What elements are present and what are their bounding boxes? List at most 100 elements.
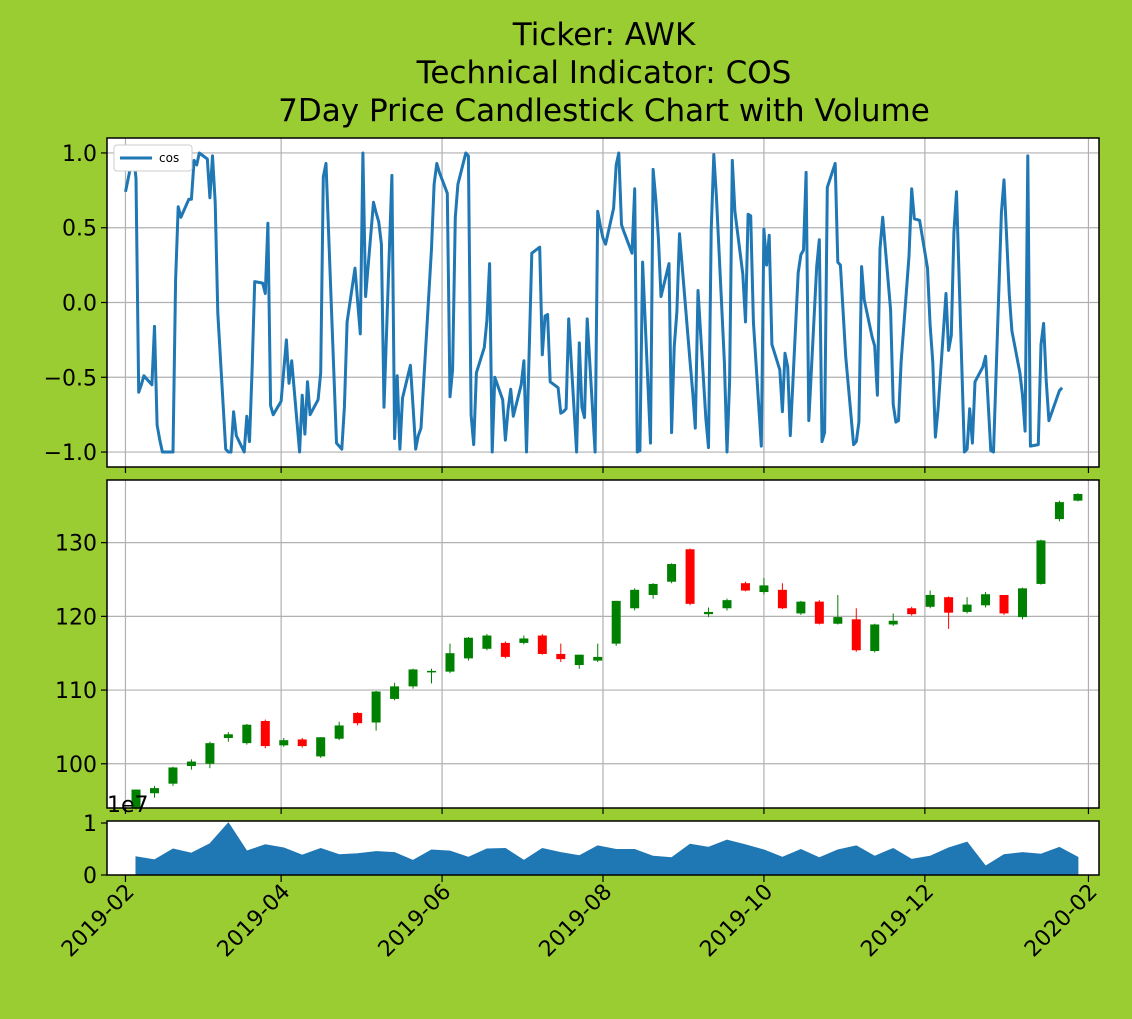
indicator-x-tick-marks (124, 467, 1090, 473)
candle-body-11 (334, 725, 344, 739)
candle-21 (519, 635, 529, 645)
candle-body-16 (427, 670, 437, 673)
candle-36 (796, 600, 806, 615)
indicator-series (124, 151, 1064, 454)
candle-body-24 (574, 654, 584, 666)
candle-11 (334, 721, 344, 741)
candlestick-grid (107, 480, 1099, 808)
candle-body-18 (463, 637, 473, 659)
candle-20 (500, 641, 510, 659)
candle-body-26 (611, 600, 621, 644)
candle-14 (390, 682, 400, 701)
candlestick-y-tick-label-3: 130 (55, 532, 97, 557)
indicator-line (124, 151, 1064, 454)
candle-body-39 (851, 619, 861, 651)
candle-body-36 (796, 601, 806, 614)
candle-34 (759, 578, 769, 595)
candle-body-42 (907, 608, 917, 615)
candles (131, 493, 1083, 810)
candle-body-44 (944, 597, 954, 613)
candle-body-27 (630, 589, 640, 609)
candle-48 (1017, 587, 1027, 620)
title-line-description: 7Day Price Candlestick Chart with Volume (278, 93, 930, 129)
candle-body-41 (888, 620, 898, 625)
candle-body-0 (131, 789, 141, 808)
candle-15 (408, 668, 418, 689)
candle-body-32 (722, 600, 732, 609)
candle-24 (574, 654, 584, 669)
candle-body-13 (371, 691, 381, 723)
candle-23 (556, 643, 566, 663)
indicator-panel: 1.0 0.5 0.0 −0.5 −1.0 cos (44, 137, 1100, 473)
candle-17 (445, 643, 455, 674)
candlestick-frame (106, 479, 1100, 809)
candle-12 (353, 712, 363, 726)
candle-body-47 (999, 594, 1009, 614)
candle-0 (131, 789, 141, 810)
candle-body-30 (685, 549, 695, 604)
candlestick-y-tick-label-0: 100 (55, 753, 97, 778)
volume-offset-label: 1e7 (107, 793, 149, 818)
indicator-grid (107, 138, 1099, 467)
candle-10 (316, 737, 326, 758)
candle-body-49 (1036, 540, 1046, 584)
candle-18 (463, 636, 473, 661)
indicator-y-tick-label-0: 1.0 (62, 142, 97, 167)
candle-45 (962, 597, 972, 614)
candle-50 (1054, 500, 1064, 522)
indicator-y-tick-label-2: 0.0 (62, 292, 97, 317)
candle-body-10 (316, 737, 326, 757)
candlestick-y-ticks: 100 110 120 130 (55, 532, 107, 778)
candle-body-8 (279, 740, 289, 746)
candle-body-37 (814, 601, 824, 624)
candle-33 (740, 581, 750, 592)
legend-box (113, 144, 193, 172)
candle-25 (593, 643, 603, 663)
candlestick-y-tick-label-1: 110 (55, 679, 97, 704)
candle-26 (611, 600, 621, 646)
candle-49 (1036, 539, 1046, 585)
candle-51 (1073, 493, 1083, 502)
candle-body-25 (593, 656, 603, 661)
candle-30 (685, 548, 695, 606)
candle-body-19 (482, 635, 492, 649)
candle-22 (537, 634, 547, 655)
candle-19 (482, 634, 492, 651)
indicator-y-tick-label-1: 0.5 (62, 217, 97, 242)
candle-body-7 (260, 721, 270, 747)
indicator-y-tick-label-4: −1.0 (44, 441, 97, 466)
candle-7 (260, 719, 270, 749)
candle-40 (870, 623, 880, 653)
volume-area (135, 822, 1079, 876)
candle-body-23 (556, 653, 566, 660)
candle-29 (667, 563, 677, 584)
candle-3 (186, 759, 196, 770)
candle-body-20 (500, 642, 510, 657)
candle-body-45 (962, 604, 972, 612)
candle-body-34 (759, 585, 769, 593)
candle-body-31 (704, 611, 714, 615)
volume-series (135, 822, 1079, 876)
candlestick-y-tick-label-2: 120 (55, 605, 97, 630)
candle-body-50 (1054, 502, 1064, 520)
chart-title: Ticker: AWK Technical Indicator: COS 7Da… (278, 17, 930, 129)
candle-4 (205, 741, 215, 769)
candle-body-43 (925, 594, 935, 607)
volume-y-tick-label-0: 0 (83, 864, 97, 889)
candle-body-2 (168, 767, 178, 784)
candle-body-4 (205, 743, 215, 764)
candle-body-17 (445, 653, 455, 672)
candle-body-46 (981, 594, 991, 606)
candle-body-38 (833, 617, 843, 624)
candle-42 (907, 606, 917, 616)
candle-46 (981, 592, 991, 608)
indicator-frame (106, 137, 1100, 468)
indicator-y-ticks: 1.0 0.5 0.0 −0.5 −1.0 (44, 142, 107, 466)
candle-9 (297, 737, 307, 748)
candle-body-22 (537, 635, 547, 654)
candle-body-21 (519, 638, 529, 643)
candle-32 (722, 598, 732, 611)
candle-16 (427, 668, 437, 684)
volume-y-tick-label-1: 1 (83, 812, 97, 837)
